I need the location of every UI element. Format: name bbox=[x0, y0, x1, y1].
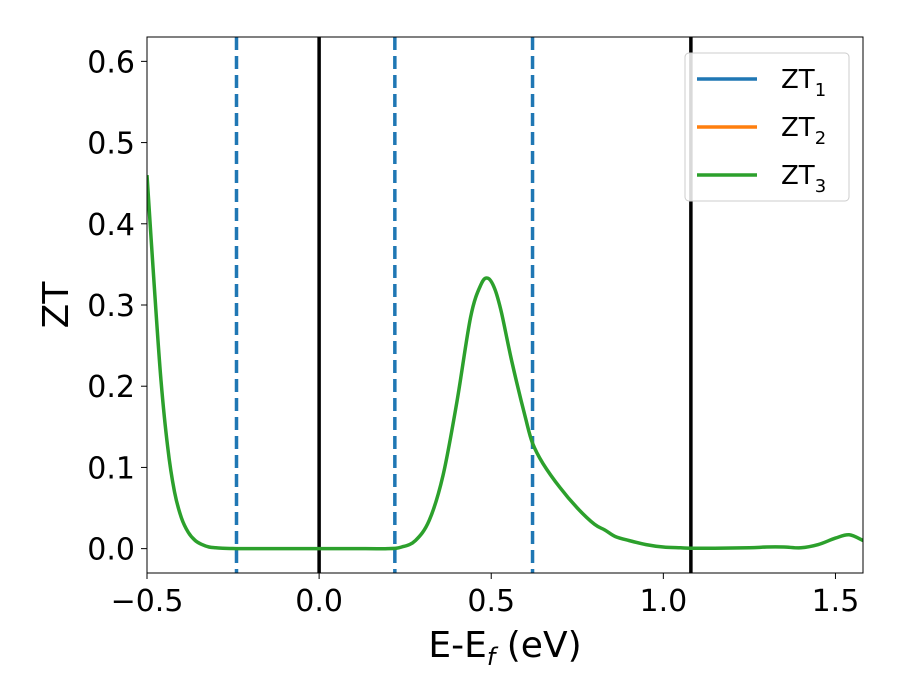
legend-label: ZT2 bbox=[781, 113, 826, 149]
y-tick-label: 0.2 bbox=[87, 370, 135, 405]
x-axis-label: E-Ef (eV) bbox=[428, 625, 581, 671]
legend-box bbox=[684, 52, 850, 202]
y-tick-label: 0.5 bbox=[87, 127, 135, 162]
y-tick-label: 0.3 bbox=[87, 289, 135, 324]
legend-label: ZT1 bbox=[781, 65, 826, 101]
x-tick-label: 0.5 bbox=[467, 584, 515, 619]
x-tick-label: 0.0 bbox=[295, 584, 343, 619]
y-axis-label: ZT bbox=[36, 281, 77, 329]
series-line-zt3 bbox=[147, 174, 863, 551]
legend: ZT1 ZT2 ZT3 bbox=[684, 52, 850, 202]
y-axis-ticks: 0.0 0.1 0.2 0.3 0.4 0.5 0.6 bbox=[87, 45, 147, 568]
x-axis-ticks: −0.5 0.0 0.5 1.0 1.5 bbox=[111, 573, 860, 619]
vertical-reference-lines bbox=[234, 37, 693, 573]
legend-label: ZT3 bbox=[781, 161, 826, 197]
y-tick-label: 0.6 bbox=[87, 45, 135, 80]
x-tick-label: −0.5 bbox=[111, 584, 184, 619]
y-tick-label: 0.4 bbox=[87, 208, 135, 243]
x-tick-label: 1.0 bbox=[639, 584, 687, 619]
x-tick-label: 1.5 bbox=[812, 584, 860, 619]
y-tick-label: 0.1 bbox=[87, 451, 135, 486]
y-tick-label: 0.0 bbox=[87, 533, 135, 568]
series-lines bbox=[147, 174, 863, 551]
